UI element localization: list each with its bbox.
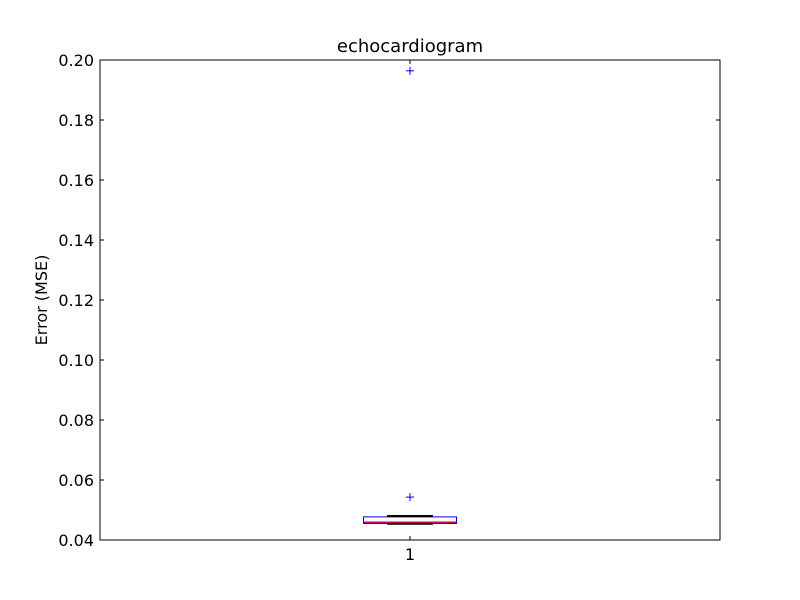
y-tick-label: 0.20 (58, 51, 94, 70)
y-tick-label: 0.10 (58, 351, 94, 370)
y-axis-label: Error (MSE) (32, 255, 51, 346)
y-tick-label: 0.14 (58, 231, 94, 250)
y-tick-label: 0.06 (58, 471, 94, 490)
axes-frame (99, 59, 721, 541)
y-tick-label: 0.12 (58, 291, 94, 310)
y-tick-label: 0.08 (58, 411, 94, 430)
y-tick-label: 0.16 (58, 171, 94, 190)
outlier-marker (406, 493, 414, 502)
plot-area: 0.04 0.06 0.08 0.10 0.12 0.14 0.16 0.18 0.20 1 (58, 51, 720, 564)
x-tick-label: 1 (405, 545, 415, 564)
y-tick-label: 0.04 (58, 531, 94, 550)
y-tick-label: 0.18 (58, 111, 94, 130)
outlier-marker (406, 66, 414, 75)
chart-title: echocardiogram (337, 36, 483, 57)
